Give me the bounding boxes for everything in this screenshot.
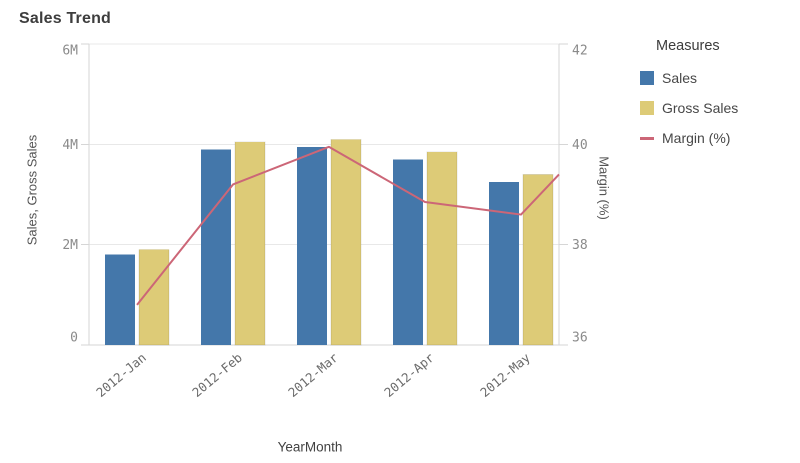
gross-sales-swatch-icon [640,101,654,115]
x-axis-tick-label[interactable]: 2012-Feb [189,350,245,400]
legend-item-label: Margin (%) [662,130,731,146]
margin-line-swatch-icon [640,136,654,140]
chart-title: Sales Trend [19,10,112,27]
legend-title: Measures [656,38,720,54]
legend-item-sales[interactable]: Sales [630,63,798,93]
left-axis-title: Sales, Gross Sales [24,134,40,246]
left-axis-tick-label: 0 [70,331,78,346]
right-axis-tick-label: 42 [572,44,588,59]
bar-sales-2012-Feb[interactable] [201,149,231,345]
left-axis-tick-label: 4M [62,138,78,153]
bar-sales-2012-Apr[interactable] [393,159,423,345]
right-axis-tick-label: 38 [572,238,588,253]
bar-gross-sales-2012-Mar[interactable] [330,138,362,346]
right-axis-title: Margin (%) [596,156,612,220]
bar-sales-2012-May[interactable] [489,181,519,345]
legend-item-label: Sales [662,70,698,86]
legend-item-label: Gross Sales [662,100,739,116]
bar-gross-sales-2012-May[interactable] [522,174,554,346]
x-axis-tick-label[interactable]: 2012-May [477,350,533,400]
x-axis-tick-label[interactable]: 2012-Jan [93,350,149,400]
legend-item-gross-sales[interactable]: Gross Sales [630,93,798,123]
x-axis-tick-label[interactable]: 2012-Apr [381,350,437,400]
bar-gross-sales-2012-Feb[interactable] [234,141,266,346]
left-axis-tick-label: 2M [62,238,78,253]
right-axis-tick-label: 40 [572,138,588,153]
legend: Measures Sales Gross Sales Margin (%) [630,38,798,153]
legend-item-margin[interactable]: Margin (%) [630,123,798,153]
bar-gross-sales-2012-Apr[interactable] [426,151,458,346]
left-axis-tick-label: 6M [62,44,78,59]
bar-sales-2012-Mar[interactable] [297,146,327,345]
right-axis-tick-label: 36 [572,331,588,346]
sales-swatch-icon [640,71,654,85]
x-axis-title: YearMonth [277,439,343,455]
margin-line[interactable] [136,145,560,306]
bar-sales-2012-Jan[interactable] [105,254,135,345]
x-axis-tick-label[interactable]: 2012-Mar [285,350,341,400]
